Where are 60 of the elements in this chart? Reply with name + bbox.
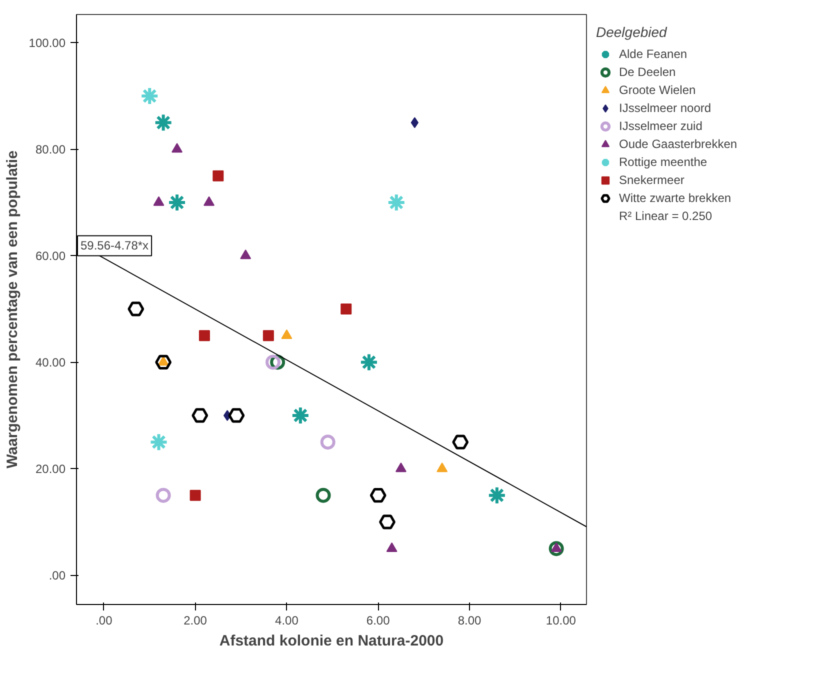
x-tick-label: 8.00 [458,614,482,628]
point [168,192,187,212]
point [386,192,406,212]
y-tick-label: 40.00 [35,356,66,370]
text: R² Linear = 0.250 [619,208,712,225]
y-tick-label: 60.00 [35,249,66,264]
point [154,113,173,132]
point [153,196,164,206]
y-tick-label: 80.00 [35,142,66,157]
point [266,354,281,370]
y-axis-title: Waargenomen percentage van een populatie [4,150,21,468]
point [410,117,419,128]
point [452,434,469,450]
point [262,330,274,342]
point [228,408,245,423]
point [204,196,215,206]
point [395,462,406,472]
legend-label: Rottige meenthe [619,154,708,171]
legend-label: De Deelen [619,64,676,81]
x-tick-label: 2.00 [184,614,208,628]
point [198,330,210,342]
point [487,486,506,505]
y-tick-label: .00 [48,568,66,583]
point [436,462,448,472]
legend-label: Witte zwarte brekken [619,190,732,207]
point [359,352,378,372]
point [212,170,224,182]
point [128,302,144,316]
annotation: 59.56-4.78*x [80,238,149,253]
legend-label: Alde Feanen [619,46,688,63]
x-axis-title: Afstand kolonie en Natura-2000 [219,632,444,650]
point [192,408,208,423]
point [548,541,564,556]
point [172,142,183,153]
y-tick-label: 20.00 [35,462,66,476]
legend-label: IJsselmeer noord [619,100,712,117]
x-tick-label: .00 [96,614,113,628]
point [149,432,168,452]
point [281,329,292,339]
point [386,542,398,552]
legend-label: Oude Gaasterbrekken [619,136,738,153]
point [140,86,160,106]
y-tick-label: 100.00 [28,36,66,50]
legend-title: Deelgebied [596,24,668,40]
point [155,354,172,370]
point [290,406,310,425]
point [190,490,201,501]
point [379,514,396,530]
legend-label: IJsselmeer zuid [619,118,702,135]
x-tick-label: 4.00 [275,614,299,628]
x-tick-label: 6.00 [366,614,390,628]
legend-label: Groote Wielen [619,82,696,99]
point [320,434,336,450]
legend-label: Snekermeer [619,172,684,189]
point [370,488,386,503]
point [156,488,171,503]
point [316,488,331,503]
point [340,303,352,314]
x-tick-label: 10.00 [546,614,576,628]
point [240,249,252,260]
